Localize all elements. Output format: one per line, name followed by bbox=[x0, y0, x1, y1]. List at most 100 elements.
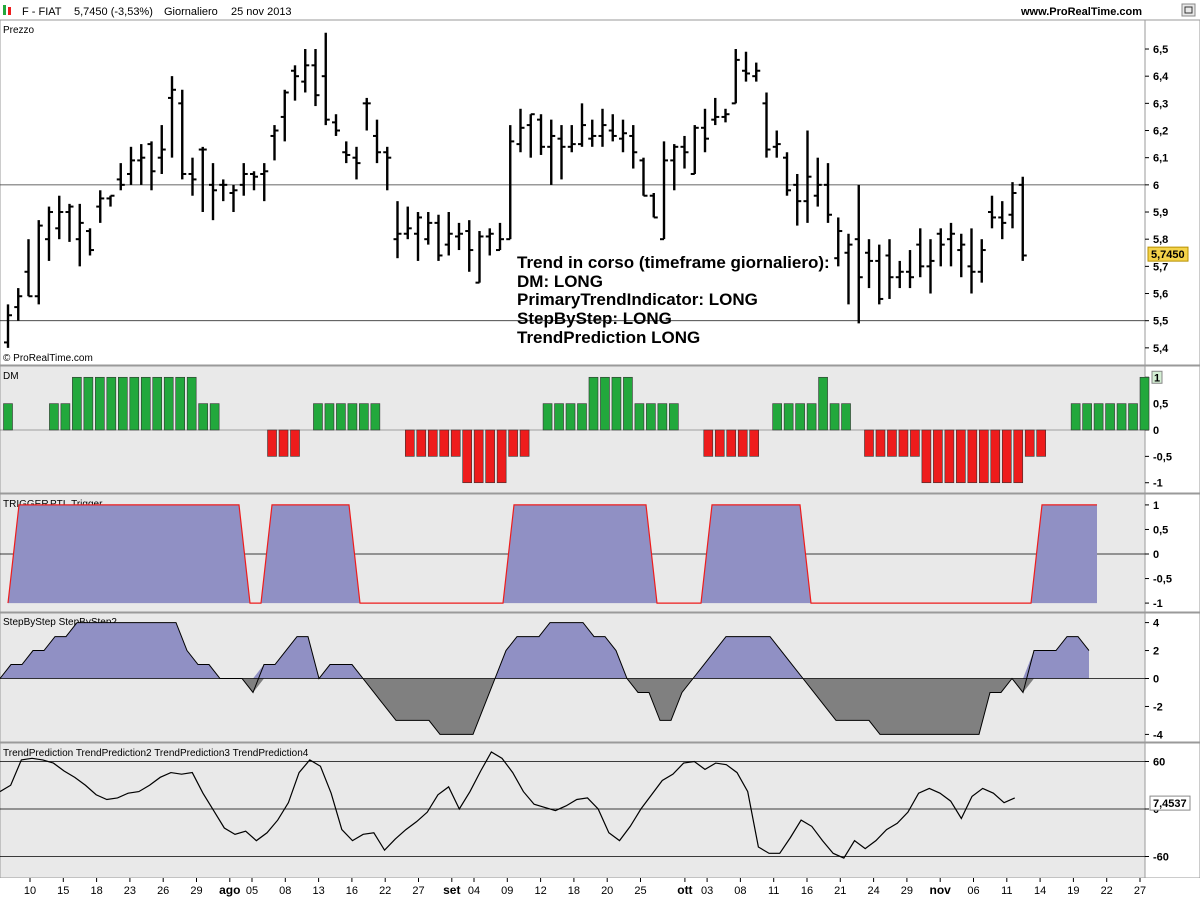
annotation-line-2: DM: LONG bbox=[517, 272, 603, 291]
dm-bar bbox=[175, 376, 185, 431]
price-bar bbox=[639, 157, 648, 197]
price-tick-label: 6,1 bbox=[1153, 153, 1168, 165]
price-bar bbox=[649, 193, 658, 219]
dm-bar bbox=[1139, 376, 1150, 431]
price-bar bbox=[803, 130, 812, 223]
trendprediction-tick-label: 60 bbox=[1153, 757, 1165, 769]
price-tick-label: 6,4 bbox=[1153, 71, 1169, 83]
price-tick-label: 5,6 bbox=[1153, 289, 1168, 301]
price-bar bbox=[383, 146, 392, 191]
dm-bar bbox=[118, 376, 128, 431]
price-bar bbox=[393, 201, 402, 259]
price-bar bbox=[280, 89, 289, 142]
dm-bar bbox=[72, 376, 82, 431]
dm-bar bbox=[290, 429, 300, 457]
dm-panel-title: DM bbox=[3, 371, 19, 382]
dm-bar bbox=[519, 429, 530, 457]
price-bar bbox=[506, 125, 515, 241]
x-tick-label: 09 bbox=[501, 885, 513, 897]
price-bar bbox=[86, 228, 94, 256]
dm-tick-label: 0,5 bbox=[1153, 399, 1168, 411]
price-bar bbox=[742, 51, 750, 82]
trendprediction-tick-label: -60 bbox=[1153, 852, 1169, 864]
x-tick-label: 18 bbox=[568, 885, 580, 897]
price-bar bbox=[772, 130, 781, 158]
price-tick-label: 6 bbox=[1153, 180, 1159, 192]
price-bar bbox=[690, 125, 699, 175]
price-bar bbox=[885, 239, 894, 299]
x-tick-label: 18 bbox=[90, 885, 102, 897]
price-bar bbox=[557, 125, 566, 180]
price-bar bbox=[680, 135, 689, 169]
dm-bar bbox=[944, 429, 955, 484]
price-bar bbox=[988, 195, 996, 229]
trigger-tick-label: 1 bbox=[1153, 500, 1159, 512]
stepbystep-line bbox=[0, 622, 1090, 735]
price-bar bbox=[947, 222, 955, 267]
x-tick-label: 14 bbox=[1034, 885, 1046, 897]
stepbystep-panel-title: StepByStep StepByStep2 bbox=[3, 617, 117, 628]
dm-bar bbox=[554, 403, 564, 431]
dm-bar bbox=[1093, 403, 1104, 431]
x-tick-label: 23 bbox=[124, 885, 136, 897]
x-tick-label: 08 bbox=[734, 885, 746, 897]
x-tick-label: 22 bbox=[1101, 885, 1113, 897]
site-link[interactable]: www.ProRealTime.com bbox=[1020, 6, 1142, 18]
price-bar bbox=[291, 65, 299, 101]
dm-bar bbox=[978, 429, 989, 484]
price-bar bbox=[342, 141, 351, 164]
dm-bar bbox=[427, 429, 438, 457]
dm-bar bbox=[3, 403, 13, 431]
price-bar bbox=[926, 239, 935, 294]
price-bar bbox=[301, 49, 310, 93]
dm-bar bbox=[49, 403, 59, 431]
dm-last-value-box bbox=[1151, 370, 1163, 384]
x-tick-label: 03 bbox=[701, 885, 713, 897]
dm-bar bbox=[450, 429, 461, 457]
dm-bar bbox=[1070, 403, 1081, 431]
price-bar bbox=[55, 195, 64, 240]
dm-bar bbox=[669, 403, 679, 431]
dm-bar bbox=[485, 429, 495, 484]
price-bar bbox=[783, 152, 791, 196]
price-bar bbox=[660, 141, 668, 241]
dm-bar bbox=[140, 376, 151, 431]
panel-5-bg bbox=[0, 742, 1146, 879]
maximize-icon[interactable] bbox=[1181, 3, 1196, 17]
price-tick-label: 6,5 bbox=[1153, 44, 1168, 56]
timeframe-label: Giornaliero bbox=[164, 6, 218, 18]
price-bar bbox=[157, 125, 166, 174]
copyright-label: © ProRealTime.com bbox=[3, 353, 93, 364]
dm-last-value-label: 1 bbox=[1154, 372, 1160, 384]
x-tick-label: 21 bbox=[834, 885, 846, 897]
price-bar bbox=[434, 214, 443, 261]
trendprediction-last-value-label: 7,4537 bbox=[1153, 798, 1187, 810]
panel-1-bg bbox=[0, 19, 1146, 366]
dm-bar bbox=[956, 429, 966, 484]
price-bar bbox=[721, 108, 730, 123]
x-tick-label: 27 bbox=[412, 885, 424, 897]
price-bar bbox=[373, 119, 381, 164]
dm-bar bbox=[829, 403, 840, 431]
dm-bar bbox=[83, 376, 94, 431]
price-tick-label: 5,4 bbox=[1153, 343, 1169, 355]
price-bar bbox=[14, 288, 23, 321]
dm-bar bbox=[634, 403, 645, 431]
trigger-tick-label: -1 bbox=[1153, 598, 1163, 610]
price-bar bbox=[168, 76, 176, 158]
price-bar bbox=[629, 125, 638, 169]
price-bar bbox=[332, 114, 340, 136]
price-bar bbox=[711, 97, 720, 126]
dm-panel: DM10,50-0,5-11 bbox=[0, 370, 1172, 490]
x-tick-label: 29 bbox=[190, 885, 202, 897]
trigger-line bbox=[7, 504, 1097, 604]
dm-bar bbox=[577, 403, 587, 431]
price-tick-label: 5,9 bbox=[1153, 207, 1168, 219]
x-tick-label: 25 bbox=[634, 885, 646, 897]
dm-bar bbox=[600, 376, 610, 431]
dm-bar bbox=[611, 376, 622, 431]
price-bar bbox=[824, 163, 832, 223]
price-bar bbox=[526, 113, 535, 158]
trigger-area bbox=[8, 504, 1097, 604]
dm-tick-label: 0 bbox=[1153, 425, 1159, 437]
